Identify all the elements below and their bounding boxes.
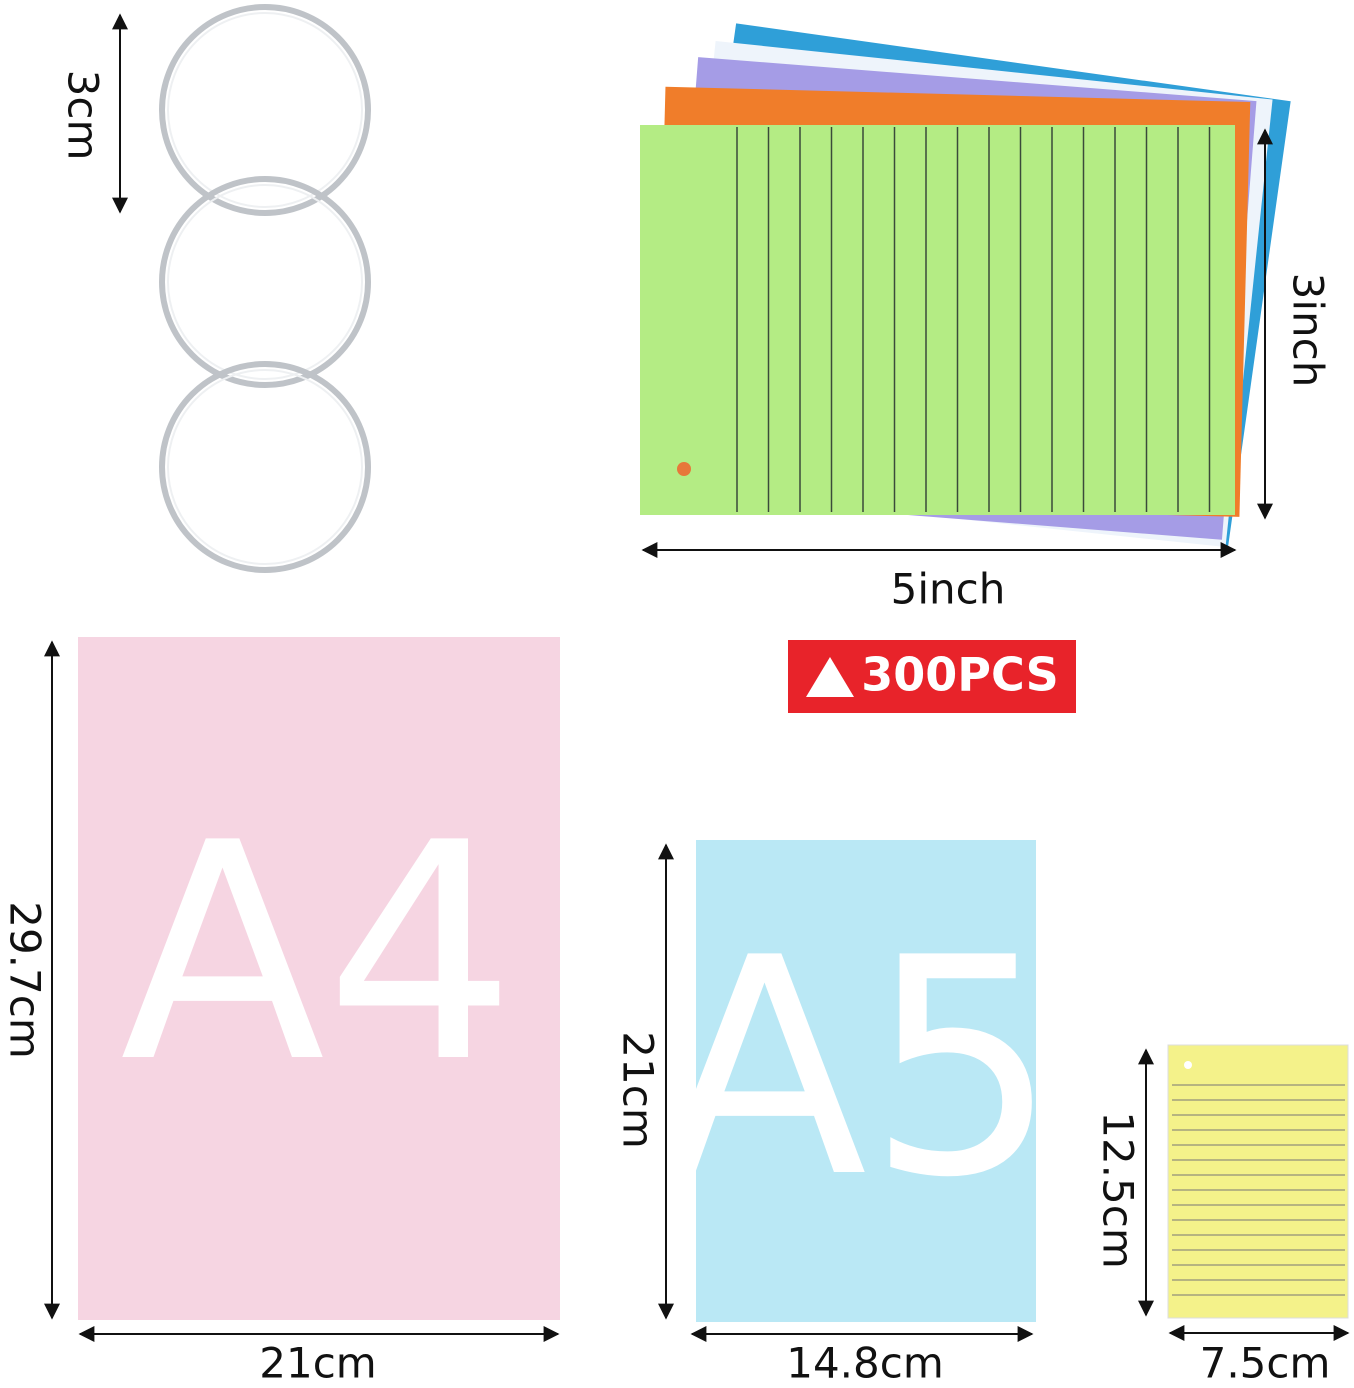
index-card-stack bbox=[640, 23, 1291, 548]
count-badge: 300PCS bbox=[788, 640, 1076, 713]
dimension-label: 12.5cm bbox=[1094, 1111, 1143, 1269]
dimension-label: 5inch bbox=[891, 565, 1006, 614]
dimension-label: 29.7cm bbox=[1, 901, 50, 1059]
dimension-label: 21cm bbox=[259, 1339, 376, 1388]
binder-rings bbox=[159, 4, 371, 573]
a4-sheet bbox=[78, 637, 560, 1320]
dimension-label: 14.8cm bbox=[786, 1339, 944, 1388]
count-label: 300PCS bbox=[861, 648, 1058, 702]
size-name: A4 bbox=[120, 779, 516, 1128]
dimension-label: 3cm bbox=[59, 70, 108, 161]
a5-sheet bbox=[696, 840, 1036, 1322]
dimension-label: 21cm bbox=[614, 1031, 663, 1148]
small-card bbox=[1167, 1044, 1349, 1319]
dimension-label: 3inch bbox=[1284, 273, 1333, 388]
size-name: A5 bbox=[662, 894, 1058, 1243]
dimension-label: 7.5cm bbox=[1200, 1339, 1331, 1388]
